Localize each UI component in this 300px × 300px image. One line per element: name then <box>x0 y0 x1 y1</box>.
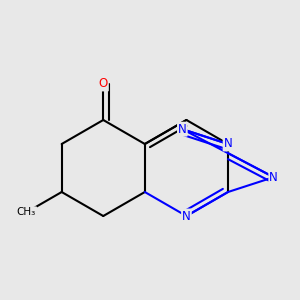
Text: N: N <box>178 123 187 136</box>
Text: N: N <box>269 171 278 184</box>
Text: CH₃: CH₃ <box>17 207 36 218</box>
Text: N: N <box>182 209 191 223</box>
Text: N: N <box>224 137 232 151</box>
Text: O: O <box>99 77 108 91</box>
